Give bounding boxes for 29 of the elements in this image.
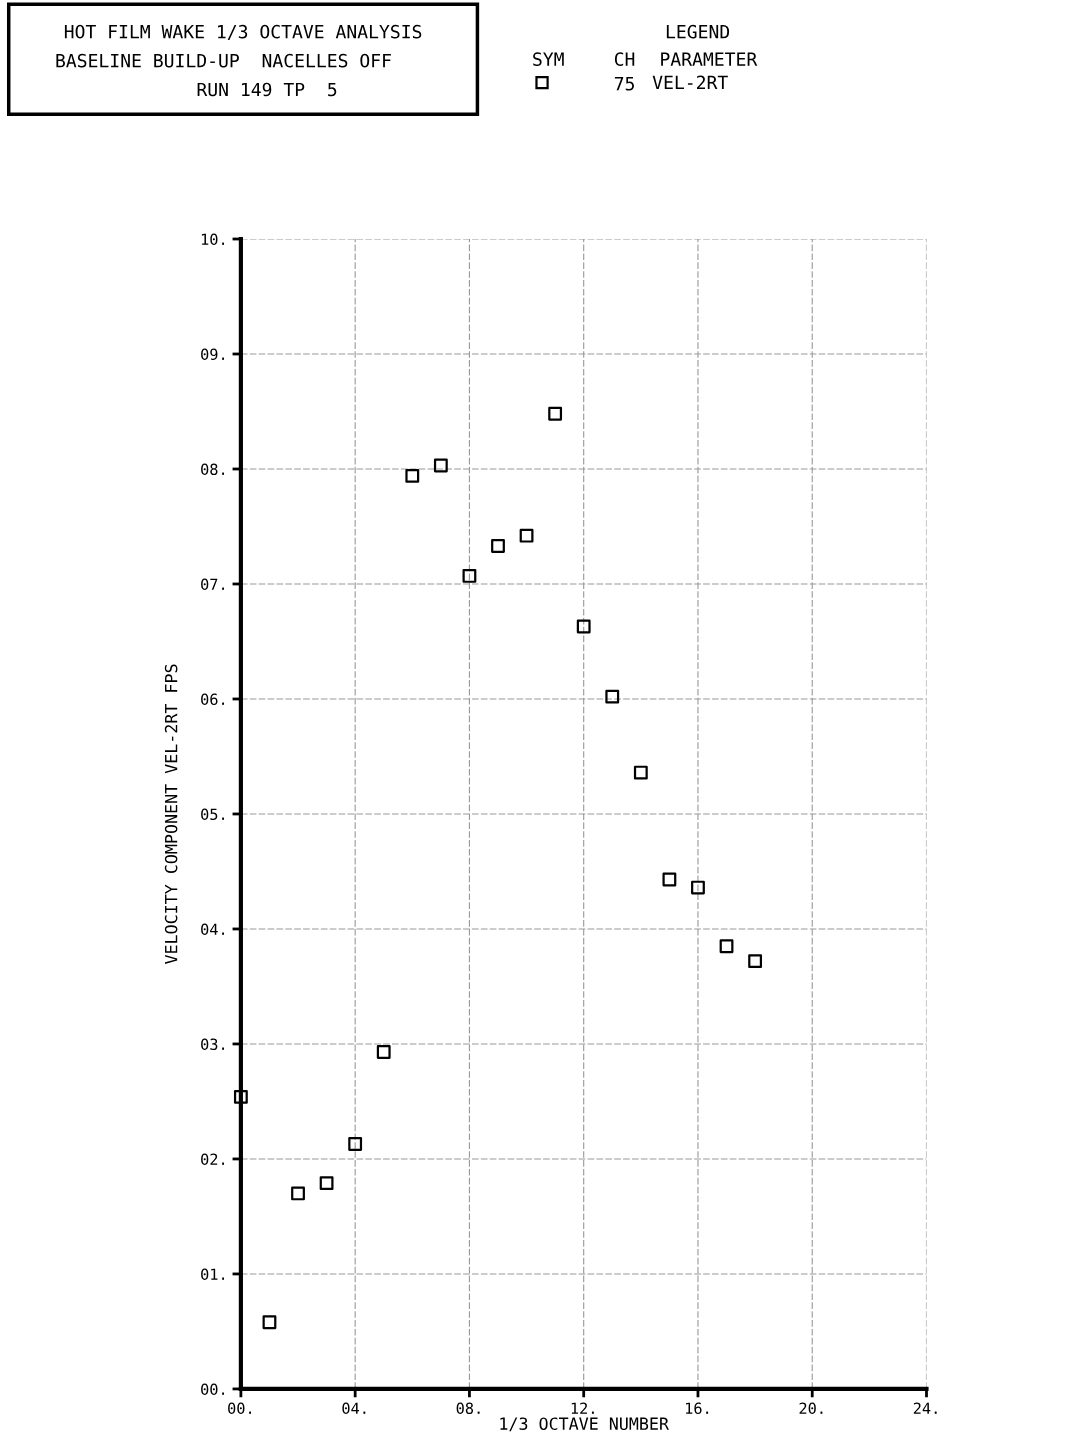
x-axis-title: 1/3 OCTAVE NUMBER <box>500 1417 669 1432</box>
x-tick-label: 08. <box>456 1402 480 1415</box>
x-tick-label: 24. <box>913 1402 937 1414</box>
x-tick-label: 04. <box>342 1402 366 1415</box>
y-tick-label: 00. <box>201 1383 225 1395</box>
x-tick-label: 00. <box>228 1402 252 1415</box>
text: VEL-2RT <box>652 75 728 89</box>
y-tick-label: 03. <box>201 1038 225 1051</box>
y-tick-label: 10. <box>201 233 225 246</box>
text: SYM <box>533 52 564 66</box>
y-tick-label: 06. <box>201 693 225 706</box>
text: RUN 149 TP 5 <box>197 82 337 97</box>
x-tick-label: 16. <box>686 1402 709 1415</box>
y-tick-label: 04. <box>201 923 225 936</box>
y-axis-title: VELOCITY COMPONENT VEL-2RT FPS <box>164 664 178 965</box>
x-tick-label: 12. <box>571 1402 594 1414</box>
y-tick-label: 02. <box>201 1153 225 1166</box>
legend-title: LEGEND <box>666 24 730 39</box>
y-tick-label: 05. <box>201 808 225 821</box>
text: 75 <box>614 77 634 91</box>
y-tick-label: 08. <box>201 463 225 476</box>
chart-subtitle: BASELINE BUILD-UP NACELLES OFF <box>56 53 391 68</box>
y-tick-label: 01. <box>201 1268 225 1280</box>
y-tick-label: 07. <box>201 578 225 591</box>
text: CH <box>614 52 635 66</box>
x-tick-label: 20. <box>799 1402 823 1415</box>
text: PARAMETER <box>661 52 758 66</box>
chart-title: HOT FILM WAKE 1/3 OCTAVE ANALYSIS <box>64 24 422 40</box>
y-tick-label: 09. <box>201 348 225 361</box>
